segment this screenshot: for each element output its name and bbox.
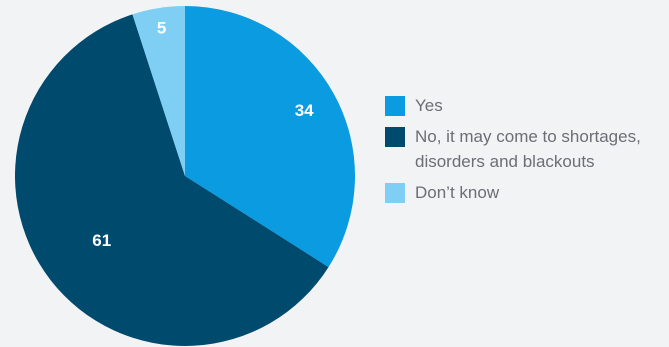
legend-label-yes: Yes — [415, 96, 443, 115]
legend-label-no: No, it may come to shortages, disorders … — [415, 127, 641, 171]
slice-label-yes: 34 — [295, 101, 314, 120]
legend-swatch-dont-know — [385, 183, 405, 203]
pie-slice-yes — [185, 6, 355, 268]
slice-label-no: 61 — [92, 231, 111, 250]
pie-slice-no — [14, 14, 329, 346]
legend: Yes No, it may come to shortages, disord… — [385, 93, 665, 211]
slice-label-dont-know: 5 — [157, 19, 166, 38]
legend-item-dont-know: Don’t know — [385, 180, 665, 205]
legend-label-dont-know: Don’t know — [415, 183, 500, 202]
legend-item-yes: Yes — [385, 93, 665, 118]
legend-item-no: No, it may come to shortages, disorders … — [385, 124, 665, 174]
legend-swatch-no — [385, 127, 405, 147]
legend-swatch-yes — [385, 96, 405, 116]
pie-slice-dont-know — [132, 5, 185, 176]
